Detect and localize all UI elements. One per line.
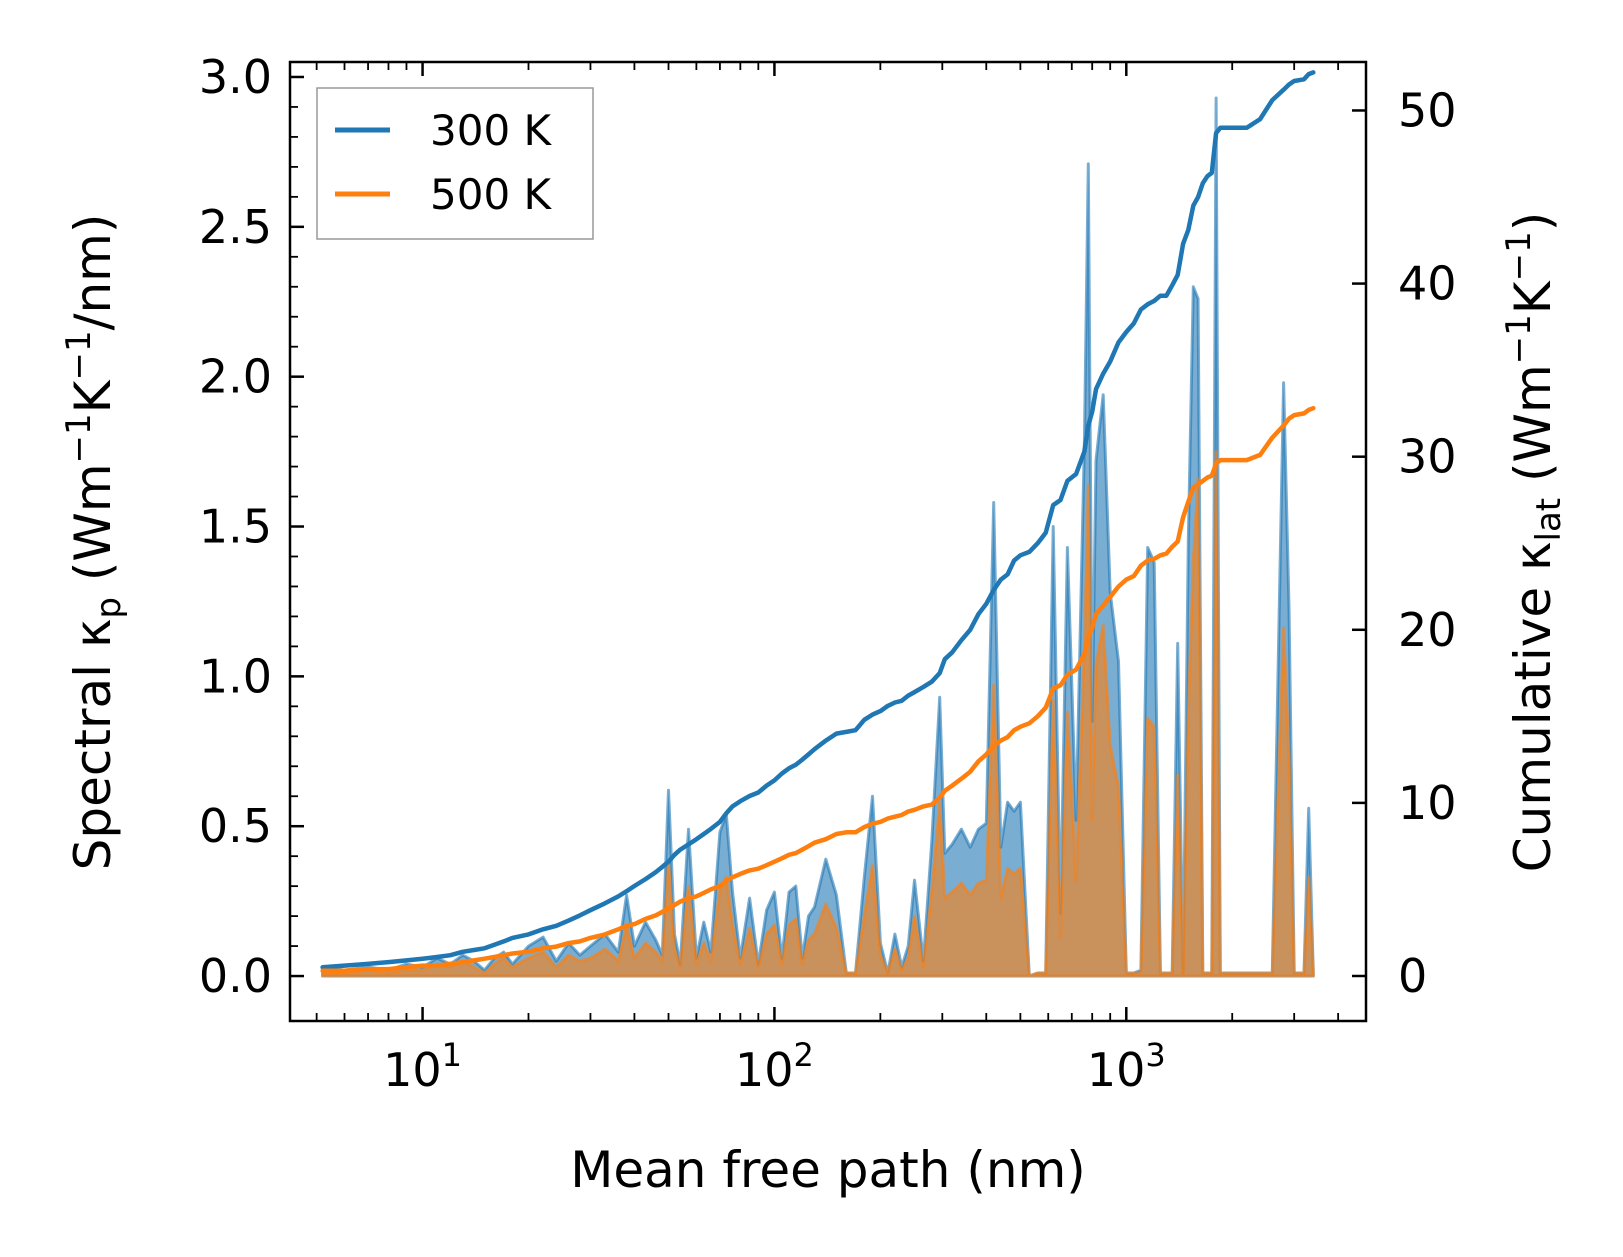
- y-right-tick-label: 10: [1398, 776, 1457, 830]
- y-left-tick-label: 3.0: [199, 50, 272, 104]
- x-tick-label: 103: [1087, 1036, 1166, 1097]
- cumulative-line-500k: [320, 405, 1316, 974]
- x-tick-label: 102: [735, 1036, 814, 1097]
- y-left-tick-label: 0.0: [199, 949, 272, 1003]
- legend: 300 K 500 K: [316, 87, 594, 240]
- y-right-tick-label: 0: [1398, 949, 1427, 1003]
- spectral-area-500k: [321, 450, 1315, 978]
- y-axis-right-label: Cumulative κlat (Wm−1K−1): [1499, 212, 1569, 872]
- y-left-tick-label: 2.5: [199, 200, 272, 254]
- y-right-tick-label: 40: [1398, 257, 1457, 311]
- y-right-tick-label: 20: [1398, 603, 1457, 657]
- y-left-tick-label: 2.0: [199, 350, 272, 404]
- x-axis-label: Mean free path (nm): [570, 1141, 1086, 1199]
- y-left-tick-label: 1.0: [199, 649, 272, 703]
- plot-frame: [288, 60, 1368, 1023]
- cumulative-line-300k: [320, 70, 1316, 970]
- y-axis-left-label: Spectral κp (Wm−1K−1/nm): [59, 214, 129, 871]
- y-right-tick-label: 30: [1398, 430, 1457, 484]
- y-left-tick-label: 1.5: [199, 500, 272, 554]
- ticks: [290, 62, 1366, 1021]
- legend-label-300k: 300 K: [430, 106, 553, 155]
- legend-label-500k: 500 K: [430, 170, 553, 219]
- legend-box: [316, 87, 594, 240]
- x-tick-label: 101: [383, 1036, 462, 1097]
- y-left-tick-label: 0.5: [199, 799, 272, 853]
- cumulative-lines: [320, 70, 1316, 974]
- tick-labels: 101 102 103 0.0 0.5 1.0 1.5 2.0 2.5 3.0 0 10 20 30 40 5…: [199, 50, 1457, 1097]
- y-right-tick-label: 50: [1398, 83, 1457, 137]
